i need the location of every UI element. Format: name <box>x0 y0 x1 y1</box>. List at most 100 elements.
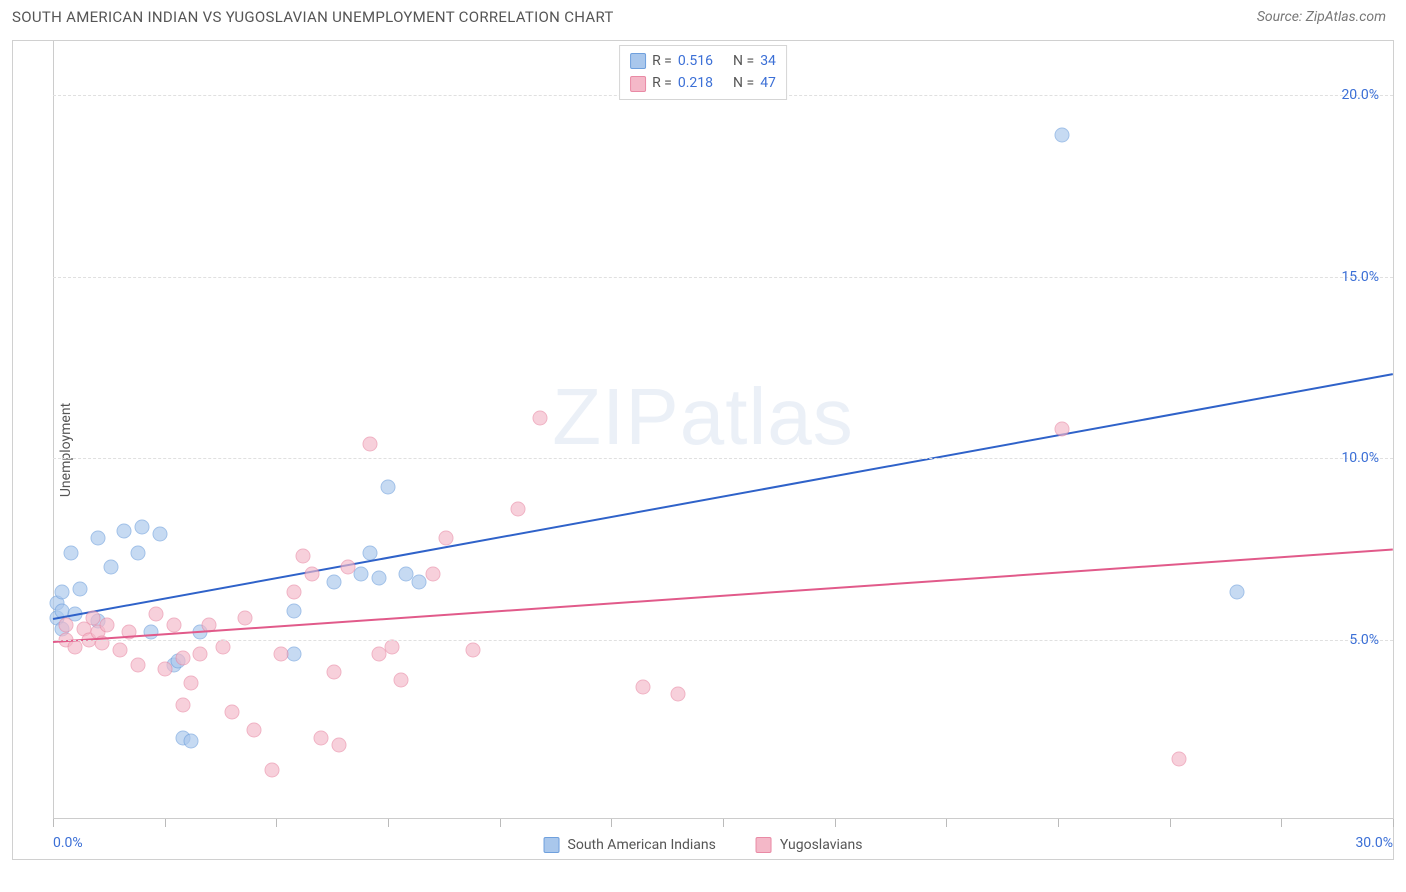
data-point <box>153 527 168 542</box>
data-point <box>135 520 150 535</box>
data-point <box>327 665 342 680</box>
data-point <box>1229 585 1244 600</box>
data-point <box>287 647 302 662</box>
data-point <box>104 560 119 575</box>
data-point <box>148 607 163 622</box>
x-tick <box>53 819 54 827</box>
legend-item: South American Indians <box>544 837 716 853</box>
r-value-1: 0.218 <box>678 72 713 94</box>
data-point <box>385 639 400 654</box>
x-tick <box>946 819 947 827</box>
data-point <box>314 730 329 745</box>
x-tick-label: 0.0% <box>53 835 83 851</box>
x-tick <box>611 819 612 827</box>
legend-series: South American Indians Yugoslavians <box>544 837 863 853</box>
n-value-1: 47 <box>760 72 776 94</box>
chart-title: SOUTH AMERICAN INDIAN VS YUGOSLAVIAN UNE… <box>12 8 614 26</box>
data-point <box>264 763 279 778</box>
data-point <box>635 679 650 694</box>
swatch-series-0 <box>630 53 646 69</box>
x-tick <box>276 819 277 827</box>
x-tick <box>1281 819 1282 827</box>
data-point <box>363 545 378 560</box>
data-point <box>305 567 320 582</box>
data-point <box>157 661 172 676</box>
data-point <box>287 585 302 600</box>
gridline <box>53 458 1393 459</box>
x-tick <box>165 819 166 827</box>
y-tick-label: 10.0% <box>1341 450 1379 466</box>
data-point <box>363 436 378 451</box>
data-point <box>184 734 199 749</box>
r-value-0: 0.516 <box>678 50 713 72</box>
legend-label-0: South American Indians <box>568 837 716 853</box>
data-point <box>238 610 253 625</box>
data-point <box>130 545 145 560</box>
data-point <box>287 603 302 618</box>
data-point <box>372 570 387 585</box>
legend-row: R = 0.516 N = 34 <box>630 50 776 72</box>
data-point <box>166 618 181 633</box>
x-tick <box>1393 819 1394 827</box>
y-tick-label: 15.0% <box>1341 269 1379 285</box>
chart-area: Unemployment ZIPatlas R = 0.516 N = 34 R… <box>12 40 1394 860</box>
data-point <box>671 687 686 702</box>
x-tick <box>723 819 724 827</box>
data-point <box>510 502 525 517</box>
data-point <box>394 672 409 687</box>
data-point <box>117 523 132 538</box>
swatch-series-1 <box>756 837 772 853</box>
data-point <box>340 560 355 575</box>
data-point <box>296 549 311 564</box>
data-point <box>425 567 440 582</box>
data-point <box>224 705 239 720</box>
data-point <box>381 480 396 495</box>
data-point <box>184 676 199 691</box>
data-point <box>63 545 78 560</box>
x-tick <box>1170 819 1171 827</box>
plot-region <box>53 41 1393 819</box>
x-tick <box>835 819 836 827</box>
y-tick-label: 5.0% <box>1349 632 1379 648</box>
y-tick-label: 20.0% <box>1341 87 1379 103</box>
data-point <box>215 639 230 654</box>
gridline <box>53 277 1393 278</box>
data-point <box>130 658 145 673</box>
regression-line <box>53 373 1393 620</box>
data-point <box>54 585 69 600</box>
data-point <box>113 643 128 658</box>
data-point <box>273 647 288 662</box>
legend-label-1: Yugoslavians <box>780 837 863 853</box>
data-point <box>247 723 262 738</box>
data-point <box>99 618 114 633</box>
data-point <box>72 581 87 596</box>
data-point <box>354 567 369 582</box>
x-tick <box>388 819 389 827</box>
data-point <box>175 650 190 665</box>
swatch-series-0 <box>544 837 560 853</box>
data-point <box>193 647 208 662</box>
data-point <box>465 643 480 658</box>
data-point <box>90 531 105 546</box>
data-point <box>1055 422 1070 437</box>
data-point <box>175 697 190 712</box>
data-point <box>327 574 342 589</box>
n-value-0: 34 <box>760 50 776 72</box>
data-point <box>144 625 159 640</box>
data-point <box>59 618 74 633</box>
regression-line <box>53 549 1393 644</box>
x-tick <box>500 819 501 827</box>
chart-header: SOUTH AMERICAN INDIAN VS YUGOSLAVIAN UNE… <box>0 0 1406 32</box>
swatch-series-1 <box>630 76 646 92</box>
legend-correlation: R = 0.516 N = 34 R = 0.218 N = 47 <box>619 45 787 100</box>
data-point <box>1055 128 1070 143</box>
data-point <box>532 411 547 426</box>
legend-item: Yugoslavians <box>756 837 863 853</box>
data-point <box>1171 752 1186 767</box>
gridline <box>53 640 1393 641</box>
chart-source: Source: ZipAtlas.com <box>1257 9 1386 25</box>
legend-row: R = 0.218 N = 47 <box>630 72 776 94</box>
x-tick-label: 30.0% <box>1355 835 1393 851</box>
data-point <box>439 531 454 546</box>
data-point <box>331 737 346 752</box>
